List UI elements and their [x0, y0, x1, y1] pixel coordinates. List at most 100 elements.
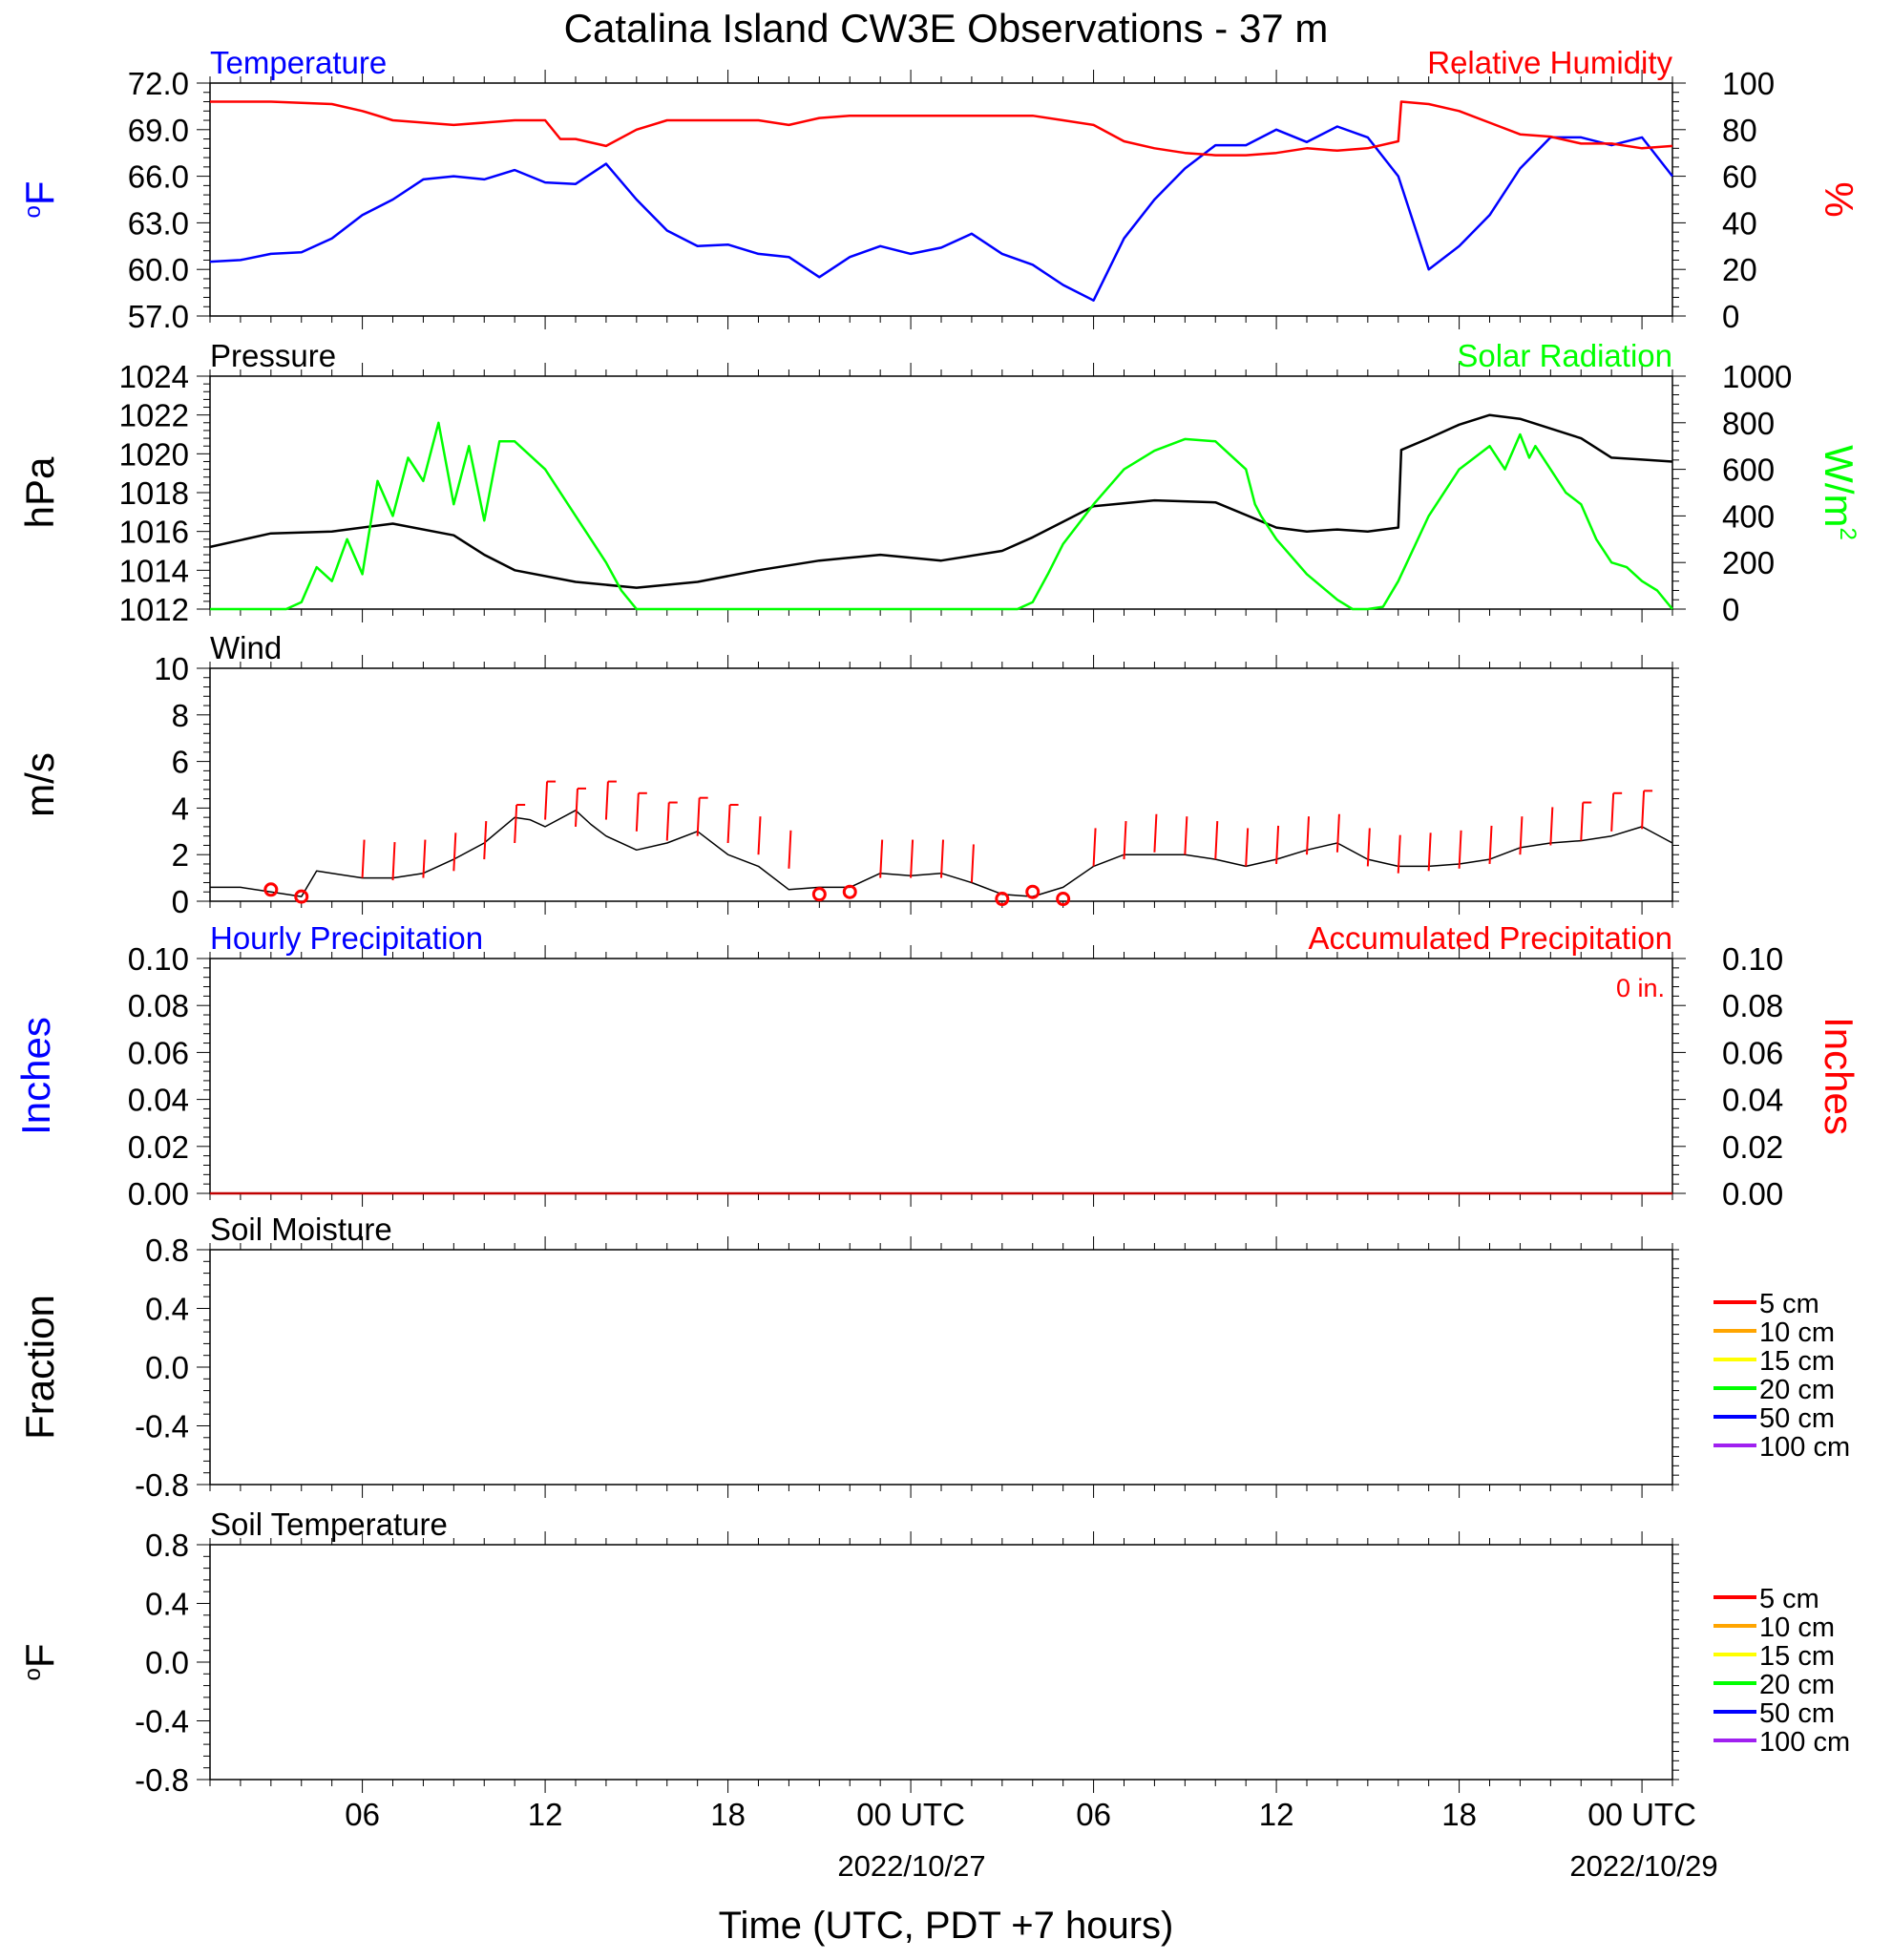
panel-1: 72.0 69.0 66.0 63.0 60.0 57.0 100 80 60 40 20 0 Temp… — [17, 45, 1861, 334]
y-tick-label-left: 10 — [154, 651, 189, 686]
series-line — [210, 100, 1673, 157]
plot-frame — [209, 1249, 1673, 1486]
legend-label: 15 cm — [1759, 1346, 1835, 1377]
x-tick-label: 00 UTC — [1587, 1797, 1696, 1832]
x-axis-label: Time (UTC, PDT +7 hours) — [719, 1905, 1174, 1947]
wind-barb — [1245, 828, 1250, 867]
y-axis-label-left: hPa — [17, 456, 62, 528]
wind-calm-marker — [995, 892, 1010, 907]
wind-calm-marker — [263, 882, 279, 897]
panel-annotation: 0 in. — [1616, 974, 1665, 1002]
wind-barb — [726, 804, 731, 844]
y-tick-label-right: 0.04 — [1722, 1083, 1783, 1118]
y-tick-label-right: 40 — [1722, 205, 1757, 241]
y-tick-label-left: 0.08 — [128, 988, 189, 1023]
y-tick-label-left: 1014 — [119, 553, 189, 588]
wind-barb — [1123, 821, 1127, 860]
y-tick-label-left: -0.4 — [135, 1409, 189, 1444]
x-date-label-1: 2022/10/27 — [837, 1849, 985, 1883]
wind-barb — [1092, 828, 1097, 867]
y-tick-label-left: 1016 — [119, 515, 189, 550]
y-tick-label-right: 800 — [1722, 406, 1775, 441]
x-date-label-2: 2022/10/29 — [1569, 1849, 1717, 1883]
x-tick-label: 12 — [528, 1797, 563, 1832]
panel-title-right: Solar Radiation — [1457, 338, 1672, 373]
y-tick-label-left: 0.06 — [128, 1035, 189, 1070]
wind-barb — [514, 804, 518, 844]
wind-calm-marker — [294, 889, 309, 904]
x-tick-label: 12 — [1259, 1797, 1294, 1832]
y-axis-label-right: % — [1817, 181, 1861, 217]
y-tick-label-right: 20 — [1722, 252, 1757, 287]
y-tick-label-left: 0.4 — [145, 1587, 189, 1622]
legend-label: 10 cm — [1759, 1317, 1835, 1348]
y-tick-label-right: 0.06 — [1722, 1035, 1783, 1070]
legend-label: 20 cm — [1759, 1670, 1835, 1700]
wind-barb — [1397, 834, 1401, 874]
y-tick-label-left: -0.4 — [135, 1704, 189, 1739]
panel-title-left: Soil Moisture — [210, 1212, 392, 1247]
wind-calm-marker — [1025, 884, 1041, 899]
y-tick-label-right: 60 — [1722, 159, 1757, 195]
wind-barb — [788, 830, 792, 869]
y-tick-label-left: 0.00 — [128, 1176, 189, 1212]
y-axis-label-right: W/m2 — [1817, 445, 1861, 540]
y-tick-label-right: 100 — [1722, 66, 1775, 101]
panel-title-left: Soil Temperature — [210, 1507, 448, 1542]
y-tick-label-left: 8 — [172, 698, 189, 733]
panel-4: 0.10 0.08 0.06 0.04 0.02 0.00 0.10 0.08 0.06 0.04… — [13, 920, 1861, 1212]
legend-label: 50 cm — [1759, 1403, 1835, 1434]
panel-title-left: Hourly Precipitation — [210, 920, 483, 956]
wind-barb — [544, 781, 549, 820]
y-tick-label-right: 1000 — [1722, 359, 1792, 394]
wind-barb — [1366, 828, 1371, 867]
y-tick-label-left: 1020 — [119, 436, 189, 472]
y-tick-label-left: 0.10 — [128, 941, 189, 977]
x-tick-label: 06 — [1076, 1797, 1111, 1832]
wind-calm-marker — [811, 887, 827, 902]
x-tick-label: 00 UTC — [856, 1797, 965, 1832]
panels-group: 72.069.066.063.060.057.0100806040200Temp… — [13, 45, 1861, 1832]
y-tick-label-left: -0.8 — [135, 1467, 189, 1503]
wind-barb — [575, 788, 578, 827]
y-tick-label-left: 72.0 — [128, 66, 189, 101]
y-tick-label-right: 0.08 — [1722, 988, 1783, 1023]
y-tick-label-right: 600 — [1722, 453, 1775, 488]
wind-barb — [604, 781, 609, 820]
plot-frame — [209, 1544, 1673, 1781]
y-tick-label-left: 0.8 — [145, 1528, 189, 1563]
y-axis-label-left: oF — [17, 1643, 62, 1680]
wind-barb — [391, 841, 396, 881]
y-tick-label-left: 0.4 — [145, 1292, 189, 1327]
wind-barb — [1580, 802, 1585, 841]
wind-barb — [422, 839, 427, 878]
wind-barb — [970, 844, 975, 883]
wind-barb — [361, 839, 366, 878]
y-tick-label-left: 63.0 — [128, 205, 189, 241]
wind-barb — [910, 839, 914, 878]
plot-frame — [209, 82, 1673, 317]
y-tick-label-right: 0.00 — [1722, 1176, 1783, 1212]
panel-title-left: Wind — [210, 630, 282, 665]
y-tick-label-left: 69.0 — [128, 113, 189, 148]
wind-barb — [1214, 821, 1219, 860]
series-line — [209, 125, 1673, 302]
legend-label: 100 cm — [1759, 1432, 1850, 1463]
y-tick-label-left: 1024 — [119, 359, 189, 394]
legend-label: 15 cm — [1759, 1641, 1835, 1672]
wind-barb — [452, 832, 457, 872]
panel-title-left: Temperature — [210, 45, 387, 80]
legend-label: 10 cm — [1759, 1612, 1835, 1643]
wind-barb — [1549, 807, 1554, 846]
y-tick-label-left: 2 — [172, 837, 189, 873]
wind-barb — [1306, 816, 1310, 855]
wind-barb — [1335, 813, 1340, 853]
y-tick-label-left: 0.0 — [145, 1645, 189, 1680]
wind-barb — [1427, 832, 1432, 872]
x-tick-label: 18 — [710, 1797, 746, 1832]
y-tick-label-left: 0.04 — [128, 1083, 189, 1118]
wind-barb — [1488, 825, 1493, 865]
y-axis-label-left: oF — [17, 180, 62, 218]
y-tick-label-right: 0.10 — [1722, 941, 1783, 977]
